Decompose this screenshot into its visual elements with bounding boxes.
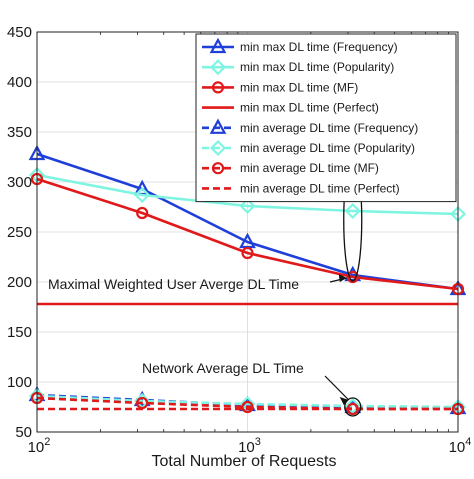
legend-label: min average DL time (Popularity) [240, 141, 415, 155]
y-tick-label: 150 [7, 324, 32, 341]
x-tick-label: 102 [28, 436, 51, 456]
y-tick-label: 50 [15, 424, 32, 441]
annotations: Maximal Weighted User Averge DL Time Netw… [48, 158, 363, 417]
legend-entry: min max DL time (MF) [202, 80, 358, 94]
series-line [36, 177, 459, 291]
legend-label: min average DL time (Perfect) [240, 181, 400, 195]
diamond-marker [209, 139, 227, 157]
legend-entry: min average DL time (Popularity) [202, 139, 415, 157]
legend-label: min max DL time (Frequency) [240, 40, 398, 54]
diamond-marker [344, 397, 361, 415]
tick-labels: 50 100 150 200 250 300 350 400 450 102 103 104 [7, 24, 471, 456]
y-tick-label: 350 [7, 124, 32, 141]
annotation-label: Maximal Weighted User Averge DL Time [48, 276, 299, 292]
arrowhead [339, 397, 349, 405]
x-axis-title: Total Number of Requests [152, 453, 337, 470]
legend-entry: min average DL time (Frequency) [202, 118, 418, 135]
circle-marker [241, 246, 254, 260]
series-2 [28, 166, 467, 223]
x-tick-label: 104 [449, 436, 472, 456]
legend-label: min average DL time (Frequency) [240, 121, 418, 135]
circle-marker [241, 400, 254, 414]
triangle-marker [209, 118, 227, 134]
legend-label: min average DL time (MF) [240, 161, 379, 175]
legend-label: min max DL time (Perfect) [240, 101, 379, 115]
circle-marker [211, 81, 225, 94]
series-line [36, 152, 459, 291]
legend-entry: min average DL time (Perfect) [202, 181, 400, 195]
circle-marker [346, 270, 359, 284]
diamond-marker [134, 186, 151, 204]
diamond-marker [344, 202, 361, 220]
x-tick-label: 103 [238, 436, 261, 456]
y-tick-label: 450 [7, 24, 32, 41]
diamond-marker [239, 197, 256, 215]
y-tick-label: 100 [7, 374, 32, 391]
legend: min max DL time (Frequency) min max DL ti… [195, 33, 457, 203]
legend-entry: min max DL time (Frequency) [202, 37, 398, 54]
series-line [36, 394, 459, 409]
legend-label: min max DL time (MF) [240, 80, 358, 94]
series-line [36, 173, 459, 216]
y-tick-label: 200 [7, 274, 32, 291]
legend-entry: min max DL time (Perfect) [202, 101, 379, 115]
arrowhead [338, 274, 347, 282]
circle-marker [211, 162, 225, 175]
circle-marker [136, 206, 149, 220]
y-tick-label: 400 [7, 74, 32, 91]
legend-entry: min average DL time (MF) [202, 161, 379, 175]
legend-label: min max DL time (Popularity) [240, 60, 394, 74]
y-tick-label: 250 [7, 224, 32, 241]
triangle-marker [209, 37, 227, 54]
plot-border [36, 31, 459, 433]
highlight-ellipse [344, 397, 362, 417]
axes-frame [36, 31, 459, 433]
legend-entry: min max DL time (Popularity) [202, 59, 394, 76]
diamond-marker [239, 395, 256, 413]
series-line [36, 396, 458, 411]
annotation-label: Network Average DL Time [142, 360, 304, 376]
diamond-marker [209, 59, 227, 76]
legend-box [195, 33, 457, 203]
annotation-arrow [324, 375, 350, 401]
y-tick-label: 300 [7, 174, 32, 191]
